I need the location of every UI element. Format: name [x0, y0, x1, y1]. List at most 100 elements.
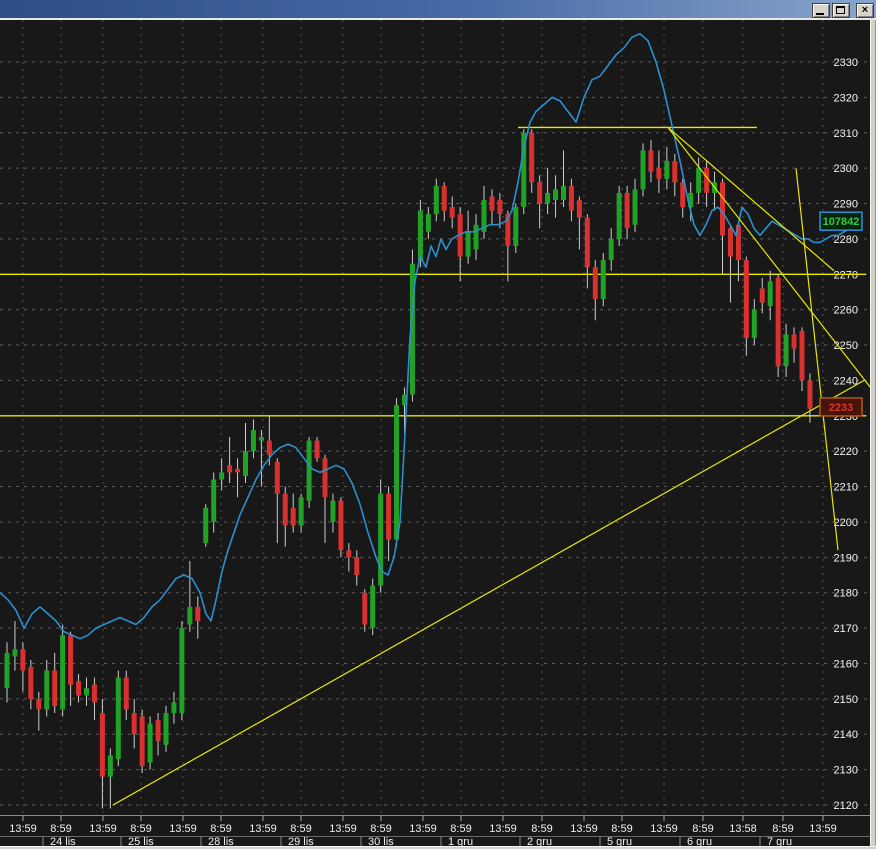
candle-bullish	[378, 493, 384, 586]
candle-bullish	[394, 405, 400, 540]
window-border-right	[870, 20, 876, 849]
candle-bearish	[672, 161, 678, 183]
falling-long	[667, 127, 870, 388]
candle-bearish	[266, 440, 272, 455]
price-axis-label: 2220	[834, 446, 858, 458]
price-axis-label: 2160	[834, 658, 858, 670]
candle-bearish	[489, 196, 495, 211]
candlestick-chart-canvas[interactable]: 2330 2320 2310 2300 2290 2280 2270 2260 2250 2240…	[0, 20, 870, 846]
price-axis-label: 2260	[834, 305, 858, 317]
candle-bullish	[600, 260, 606, 300]
candle-bullish	[664, 161, 670, 179]
candle-bullish	[171, 702, 177, 713]
candle-bearish	[441, 185, 447, 211]
candle-bearish	[592, 267, 598, 300]
price-axis-label: 2270	[834, 269, 858, 281]
maximize-icon	[836, 6, 845, 14]
candle-bullish	[553, 189, 559, 200]
candle-bearish	[76, 681, 82, 696]
close-button[interactable]: ×	[856, 3, 874, 18]
candle-bearish	[290, 507, 296, 526]
date-axis-label: 2 gru	[527, 836, 552, 846]
candle-bullish	[219, 472, 225, 480]
indicator-value-tag	[819, 211, 863, 231]
candle-bearish	[449, 207, 455, 218]
time-axis-label: 13:59	[9, 823, 37, 835]
price-axis-label: 2180	[834, 588, 858, 600]
candle-bullish	[521, 132, 527, 208]
candle-bullish	[513, 207, 519, 246]
candle-bullish	[163, 712, 169, 745]
candle-bullish	[465, 231, 471, 257]
price-axis-label: 2170	[834, 623, 858, 635]
time-axis-label: 13:59	[169, 823, 197, 835]
candle-bearish	[235, 468, 241, 473]
candle-bullish	[417, 210, 423, 261]
candle-bullish	[425, 214, 431, 232]
candle-bearish	[529, 132, 535, 183]
price-axis-label: 2150	[834, 694, 858, 706]
price-axis-label: 2280	[834, 234, 858, 246]
candle-bearish	[91, 684, 97, 703]
candle-bullish	[330, 500, 336, 522]
candle-bearish	[314, 440, 320, 459]
candle-bearish	[68, 635, 74, 685]
candle-bullish	[203, 507, 209, 544]
candle-bearish	[28, 666, 34, 699]
candle-bearish	[704, 168, 710, 193]
candle-bullish	[545, 192, 551, 204]
candle-bearish	[36, 698, 42, 710]
candle-bearish	[720, 182, 725, 236]
candle-bullish	[632, 189, 638, 225]
candle-bearish	[131, 712, 137, 735]
date-axis-label: 7 gru	[767, 836, 792, 846]
candle-bearish	[537, 182, 543, 204]
candle-bearish	[99, 712, 105, 777]
candle-bullish	[688, 192, 694, 208]
price-axis-label: 2140	[834, 729, 858, 741]
candle-bullish	[179, 628, 185, 713]
close-icon: ×	[861, 4, 869, 16]
time-axis-label: 8:59	[531, 823, 552, 835]
time-axis-label: 13:59	[489, 823, 517, 835]
time-axis-label: 8:59	[50, 823, 71, 835]
date-axis-label: 30 lis	[368, 836, 394, 846]
candle-bearish	[139, 716, 145, 767]
last-price-tag	[819, 397, 863, 417]
date-axis-label: 5 gru	[607, 836, 632, 846]
price-axis-label: 2120	[834, 800, 858, 812]
candle-bullish	[608, 238, 614, 261]
title-bar[interactable]: ×	[0, 0, 876, 20]
candle-bearish	[505, 214, 511, 246]
price-axis-label: 2200	[834, 517, 858, 529]
candle-bearish	[807, 380, 813, 409]
candle-bullish	[751, 309, 757, 338]
candle-bullish	[767, 281, 773, 307]
falling-short	[667, 126, 835, 272]
maximize-button[interactable]	[832, 3, 850, 18]
price-axis-label: 2250	[834, 340, 858, 352]
date-axis-label: 29 lis	[288, 836, 314, 846]
candle-bearish	[20, 649, 26, 671]
price-axis-label: 2130	[834, 765, 858, 777]
candle-bearish	[497, 199, 503, 215]
price-axis-label: 2290	[834, 199, 858, 211]
candle-bearish	[338, 500, 344, 551]
candle-bullish	[473, 224, 479, 250]
minimize-button[interactable]	[812, 3, 830, 18]
price-axis-label: 2310	[834, 128, 858, 140]
time-axis-label: 13:59	[809, 823, 837, 835]
time-axis-label: 8:59	[611, 823, 632, 835]
date-axis-label: 1 gru	[448, 836, 473, 846]
candle-bearish	[322, 458, 328, 498]
last-price-tag-text: 2233	[829, 402, 853, 414]
price-axis-label: 2330	[834, 57, 858, 69]
price-axis-label: 2240	[834, 375, 858, 387]
candle-bullish	[402, 394, 407, 406]
candle-bullish	[250, 429, 256, 452]
candle-bearish	[155, 720, 161, 742]
candle-bearish	[386, 493, 392, 540]
candle-bearish	[52, 670, 58, 706]
time-axis-label: 8:59	[130, 823, 151, 835]
